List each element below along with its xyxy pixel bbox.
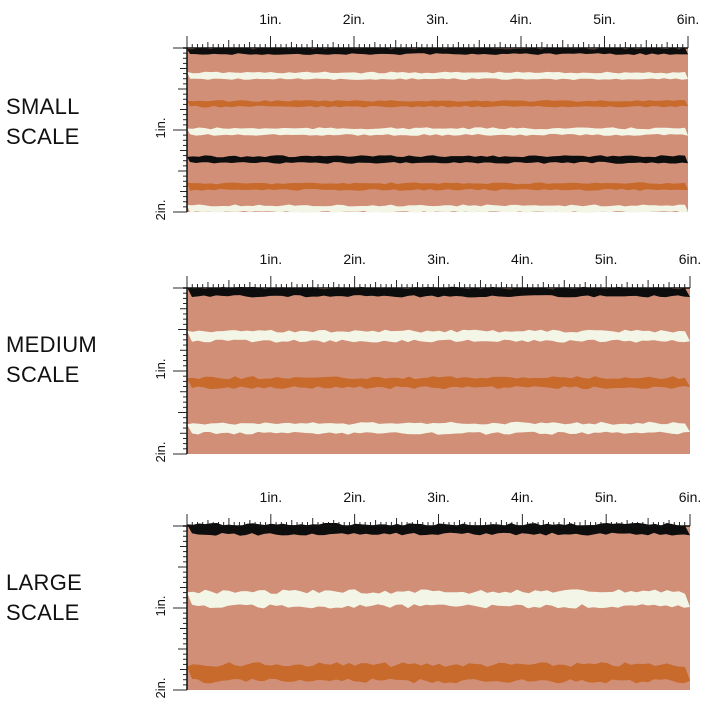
stripe (187, 286, 690, 298)
inch-label: 5in. (595, 251, 618, 267)
inch-label: 3in. (426, 11, 449, 27)
inch-label: 2in. (343, 489, 366, 505)
stripe (187, 47, 688, 55)
stripe (187, 127, 688, 136)
stripe (187, 182, 688, 191)
scale-label: SMALL SCALE (6, 94, 80, 149)
inch-label: 4in. (511, 251, 534, 267)
fabric-swatch-ruler: 1in. 2in. 3in. 4in. 5in. 6in. 1in. 2in. (153, 251, 702, 463)
vertical-inch-label: 2in. (153, 678, 168, 699)
inch-label: 4in. (511, 489, 534, 505)
fabric-swatch-ruler: 1in. 2in. 3in. 4in. 5in. 6in. 1in. 2in. (153, 11, 700, 221)
inch-label: 3in. (427, 251, 450, 267)
inch-label: 4in. (510, 11, 533, 27)
stripe (187, 100, 688, 108)
inch-label: 6in. (677, 11, 700, 27)
inch-label: 1in. (260, 489, 283, 505)
inch-label: 2in. (343, 251, 366, 267)
scale-label: LARGE SCALE (6, 570, 83, 625)
stripe (187, 376, 690, 390)
large-scale-section: LARGE SCALE 1in. 2in. 3in. 4in. 5in. 6in. 1in.… (0, 478, 720, 720)
scale-label: MEDIUM SCALE (6, 332, 98, 387)
stripe (187, 204, 688, 213)
inch-label: 6in. (679, 251, 702, 267)
inch-label: 3in. (427, 489, 450, 505)
vertical-inch-label: 1in. (153, 118, 168, 139)
vertical-inch-label: 1in. (153, 359, 168, 380)
stripe (187, 589, 690, 609)
medium-scale-section: MEDIUM SCALE 1in. 2in. 3in. 4in. 5in. 6in. 1in… (0, 240, 720, 472)
stripe (187, 662, 690, 684)
inch-label: 5in. (595, 489, 618, 505)
vertical-inch-label: 2in. (153, 200, 168, 221)
stripe (187, 329, 690, 343)
inch-label: 5in. (593, 11, 616, 27)
vertical-inch-label: 1in. (153, 596, 168, 617)
inch-label: 6in. (679, 489, 702, 505)
inch-label: 1in. (259, 11, 282, 27)
stripe (187, 421, 690, 435)
inch-label: 1in. (260, 251, 283, 267)
vertical-inch-label: 2in. (153, 442, 168, 463)
fabric-swatch-ruler: 1in. 2in. 3in. 4in. 5in. 6in. 1in. 2in. (153, 489, 702, 699)
stripe (187, 155, 688, 164)
small-scale-section: SMALL SCALE 1in. 2in. 3in. 4in. 5in. 6in. 1in.… (0, 0, 720, 232)
inch-label: 2in. (343, 11, 366, 27)
stripe (187, 71, 688, 80)
fabric-background (187, 526, 690, 690)
